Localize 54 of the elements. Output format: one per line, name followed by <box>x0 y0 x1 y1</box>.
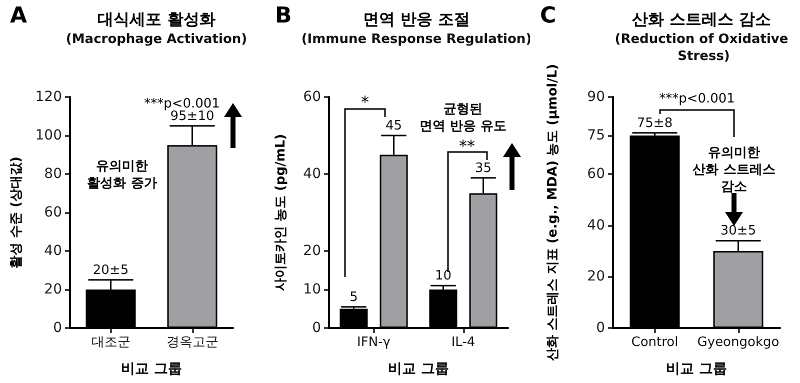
chart-title: 산화 스트레스 감소 <box>632 10 772 28</box>
x-axis-title: 비교 그룹 <box>388 361 449 377</box>
text: 유의미한 <box>708 146 760 160</box>
chart-subtitle: (Reduction of Oxidative Stress) <box>614 32 788 64</box>
x-axis-title: 비교 그룹 <box>121 361 182 377</box>
chart-title: 면역 반응 조절 <box>362 10 470 28</box>
y-tick-label: 100 <box>35 128 62 144</box>
x-tick-label: IFN-γ <box>357 335 391 350</box>
annotation: 유의미한 활성화 증가 <box>87 159 157 191</box>
y-axis-title: 사이토카인 농도 (pg/mL) <box>274 134 288 292</box>
text: C <box>540 4 556 28</box>
annotation: ***p<0.001 <box>144 96 220 112</box>
y-tick-label: 40 <box>44 243 62 259</box>
text: A <box>10 4 28 28</box>
data-label: 35 <box>474 160 492 176</box>
text: 산화 스트레스 감소 <box>692 162 776 194</box>
data-label: 10 <box>434 268 452 284</box>
data-label: 75±8 <box>636 116 673 131</box>
y-axis-title: 활성 수준 (상대값) <box>8 156 24 268</box>
y-tick-label: 60 <box>587 166 605 182</box>
y-tick-label: 10 <box>303 282 321 298</box>
y-tick-label: 60 <box>303 89 321 105</box>
y-tick-label: 0 <box>596 320 605 336</box>
y-axis-title: 산화 스트레스 지표 (e.g., MDA) 농도 (μmol/L) <box>546 64 560 362</box>
y-tick-label: 40 <box>303 166 321 182</box>
y-tick-label: 120 <box>35 89 62 105</box>
x-tick-label: 대조군 <box>91 335 130 350</box>
x-tick-label: 경옥고군 <box>166 335 218 350</box>
y-tick-label: 20 <box>44 282 62 298</box>
chart-subtitle: (Macrophage Activation) <box>66 32 248 47</box>
y-tick-label: 75 <box>587 128 605 144</box>
annotation: ***p<0.001 <box>659 92 735 106</box>
x-tick-label: Control <box>631 335 678 350</box>
y-tick-label: 80 <box>44 166 62 182</box>
y-tick-label: 20 <box>587 268 605 285</box>
data-label: 5 <box>350 290 358 305</box>
y-tick-label: 20 <box>303 243 321 259</box>
text: B <box>275 4 292 28</box>
data-label: 95±10 <box>170 108 214 124</box>
y-tick-label: 40 <box>587 217 605 234</box>
x-tick-label: IL-4 <box>451 335 476 350</box>
y-tick-label: 0 <box>312 320 321 336</box>
annotation: * <box>361 92 369 112</box>
data-label: 45 <box>385 118 402 134</box>
annotation: 균형된 면역 반응 유도 <box>419 102 507 134</box>
chart-title: 대식세포 활성화 <box>98 10 216 28</box>
data-label: 20±5 <box>92 262 129 278</box>
data-label: 30±5 <box>720 224 756 239</box>
annotation: ** <box>459 136 475 156</box>
y-tick-label: 60 <box>44 204 62 220</box>
x-tick-label: Gyeongokgo <box>697 335 780 350</box>
y-tick-label: 90 <box>587 89 605 105</box>
y-tick-label: 0 <box>53 320 62 336</box>
x-axis-title: 비교 그룹 <box>666 361 727 377</box>
